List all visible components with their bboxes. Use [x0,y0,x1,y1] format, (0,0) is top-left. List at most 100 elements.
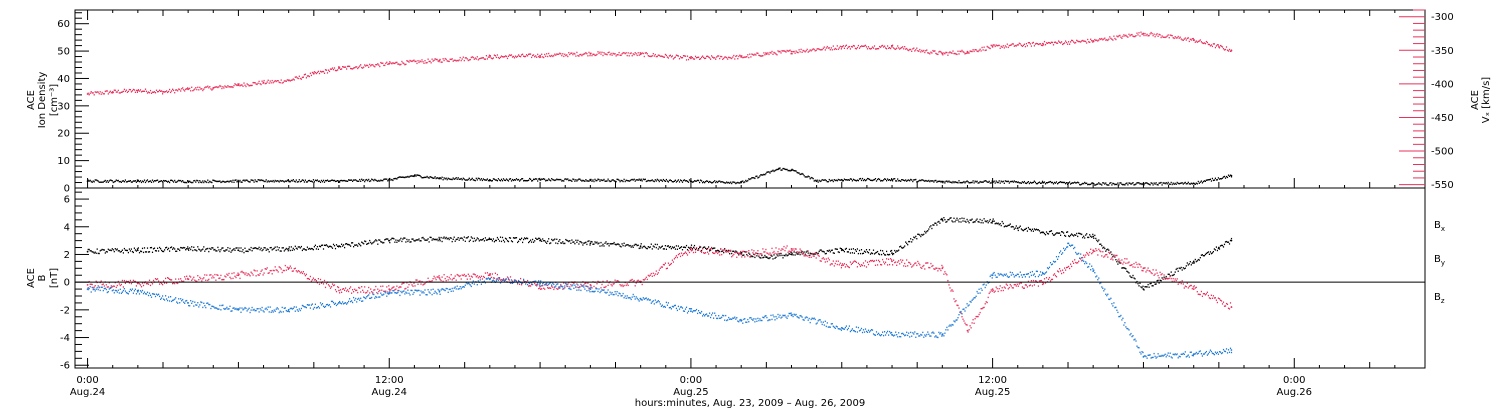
bx-series-point [1092,235,1095,238]
bz-series-point [388,288,391,290]
bx-series-point [287,248,290,250]
x-tick-label-time: 12:00 [375,375,404,386]
density-series-point [136,180,139,183]
bx-series-point [539,239,541,242]
bz-series-point [589,284,592,286]
vx-series-point [1230,49,1233,52]
vx-series-point [388,62,391,65]
bx-series-point [86,250,89,253]
vx-series-point [187,88,190,91]
bz-series-point [438,277,441,279]
vx-series-point [639,53,642,56]
bx-series-point [790,253,793,256]
density-series-point [338,180,340,183]
legend-bx: Bx [1434,220,1445,233]
top-right-tick-label: -400 [1431,79,1454,90]
vx-series-point [111,91,114,93]
vx-series-point [86,93,89,95]
by-series-point [136,290,139,293]
x-tick-label-date: Aug.26 [1277,387,1312,398]
bx-series-point [237,249,240,252]
vx-series-point [312,72,315,75]
bottom-tick-label: -2 [60,305,70,316]
top-right-y-ticks: -550 -500 -450 -400 -350 -300 [1399,9,1454,191]
bottom-tick-label: 4 [64,222,70,233]
vx-series-point [1042,42,1044,45]
by-series-point [1192,353,1195,356]
by-series-point [488,278,491,281]
top-right-tick-label: -500 [1431,147,1454,158]
density-series-point [488,178,491,181]
bz-series [86,245,1233,333]
x-axis-ticks: 0:00Aug.2412:00Aug.240:00Aug.2512:00Aug.… [70,10,1396,398]
bx-series-point [187,248,190,250]
bz-series-point [941,267,944,270]
bx-series-point [1218,246,1220,249]
bx-series-point [1192,260,1195,263]
x-tick-label-date: Aug.24 [372,387,407,398]
top-left-tick-label: 10 [57,156,70,167]
density-series-point [589,179,592,182]
x-axis-label: hours:minutes, Aug. 23, 2009 – Aug. 26, … [635,398,866,409]
density-series-point [639,179,642,182]
density-series-point [941,180,944,183]
bottom-ylabel: ACE B [nT] [26,268,60,288]
x-tick-label-time: 0:00 [76,375,98,386]
top-left-tick-label: 40 [57,74,70,85]
by-series-point [388,292,391,295]
top-left-ylabel: ACE Ion Density [cm⁻³] [26,72,60,129]
bz-series-point [488,274,491,277]
vx-series-point [1092,40,1095,42]
by-series-point [941,333,944,336]
top-left-ylabel-line1: ACE [26,90,37,110]
bz-series-point [891,260,893,263]
vx-series-point [1192,39,1195,42]
top-panel: 0 10 20 30 40 50 60 -550 -500 -450 -400 -350 -300 A… [26,9,1492,195]
bottom-tick-label: -4 [60,333,70,344]
bx-series-point [488,238,491,241]
density-series-point [413,174,416,177]
bz-series-point [287,267,290,270]
density-series-point [1042,181,1044,184]
bx-series [86,217,1233,291]
density-series-point [187,180,190,183]
bz-series-point [136,282,139,285]
by-series-point [1042,272,1044,275]
bx-series-point [639,245,642,248]
vx-series-point [162,91,164,93]
bottom-tick-label: 6 [64,195,70,206]
vx-series-point [438,59,441,62]
bz-series-point [1230,306,1233,308]
density-series-point [891,178,893,181]
bx-series-point [891,252,893,255]
vx-series-point [136,89,139,92]
top-left-ylabel-line2: Ion Density [37,72,48,129]
bx-series-point [765,256,768,259]
top-right-ylabel-line1: ACE [1470,90,1481,110]
by-series-point [1067,242,1069,245]
by-series-point [338,302,340,304]
by-series-point [891,333,893,336]
by-series-point [1142,356,1145,358]
density-series-point [790,169,793,172]
by-series-point [740,320,743,322]
density-series-point [815,180,818,183]
vx-series-point [338,67,340,70]
by-series-point [438,290,441,293]
bx-series-point [740,252,743,255]
legend-by: By [1434,254,1445,267]
vx-series-point [488,56,491,58]
top-right-tick-label: -300 [1431,12,1454,23]
by-series-point [790,314,793,317]
by-series-point [86,288,89,290]
top-right-tick-label: -450 [1431,113,1454,124]
density-series-point [778,167,780,170]
vx-series-point [891,46,893,48]
by-series-point [287,308,290,311]
by-series-point [589,288,592,290]
bx-series-point [438,238,441,241]
x-tick-label-date: Aug.24 [70,387,105,398]
density-series-point [1192,182,1195,185]
top-right-ylabel: ACE Vₓ [km/s] [1470,77,1492,123]
